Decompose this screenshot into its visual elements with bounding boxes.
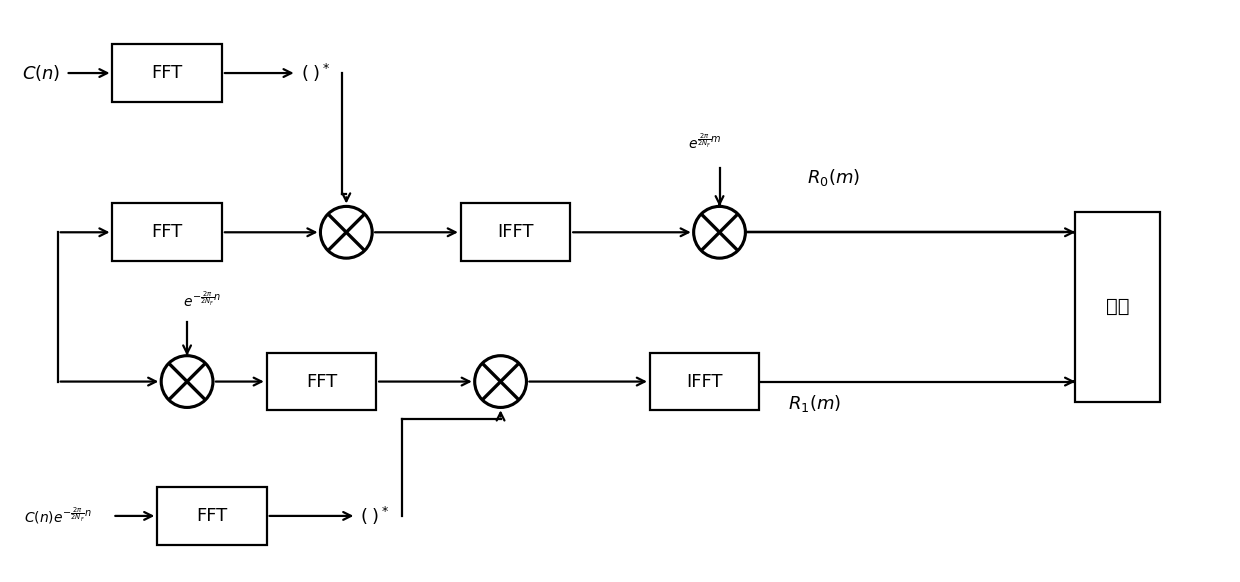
- Text: $(\;)^*$: $(\;)^*$: [300, 62, 330, 84]
- Circle shape: [475, 356, 527, 407]
- Text: $R_1(m)$: $R_1(m)$: [787, 393, 841, 414]
- FancyBboxPatch shape: [157, 487, 267, 545]
- FancyBboxPatch shape: [650, 353, 759, 410]
- Text: FFT: FFT: [196, 507, 228, 525]
- Text: $e^{-\frac{2\pi}{2N_F}n}$: $e^{-\frac{2\pi}{2N_F}n}$: [182, 290, 221, 310]
- Text: $C(n)$: $C(n)$: [21, 63, 60, 83]
- FancyBboxPatch shape: [1075, 212, 1159, 402]
- Text: $R_0(m)$: $R_0(m)$: [807, 167, 861, 188]
- Text: IFFT: IFFT: [497, 223, 533, 242]
- FancyBboxPatch shape: [113, 204, 222, 261]
- Circle shape: [161, 356, 213, 407]
- Text: IFFT: IFFT: [687, 372, 723, 391]
- FancyBboxPatch shape: [267, 353, 376, 410]
- Text: $C(n)e^{-\frac{2\pi}{2N_F}n}$: $C(n)e^{-\frac{2\pi}{2N_F}n}$: [24, 506, 92, 526]
- Circle shape: [320, 207, 372, 258]
- Text: FFT: FFT: [151, 64, 182, 82]
- Text: $e^{\frac{2\pi}{2N_F}m}$: $e^{\frac{2\pi}{2N_F}m}$: [688, 133, 722, 152]
- Circle shape: [693, 207, 745, 258]
- Text: $(\;)^*$: $(\;)^*$: [361, 505, 389, 527]
- FancyBboxPatch shape: [461, 204, 570, 261]
- Text: 积累: 积累: [1106, 297, 1130, 317]
- Text: FFT: FFT: [306, 372, 337, 391]
- FancyBboxPatch shape: [113, 44, 222, 102]
- Text: FFT: FFT: [151, 223, 182, 242]
